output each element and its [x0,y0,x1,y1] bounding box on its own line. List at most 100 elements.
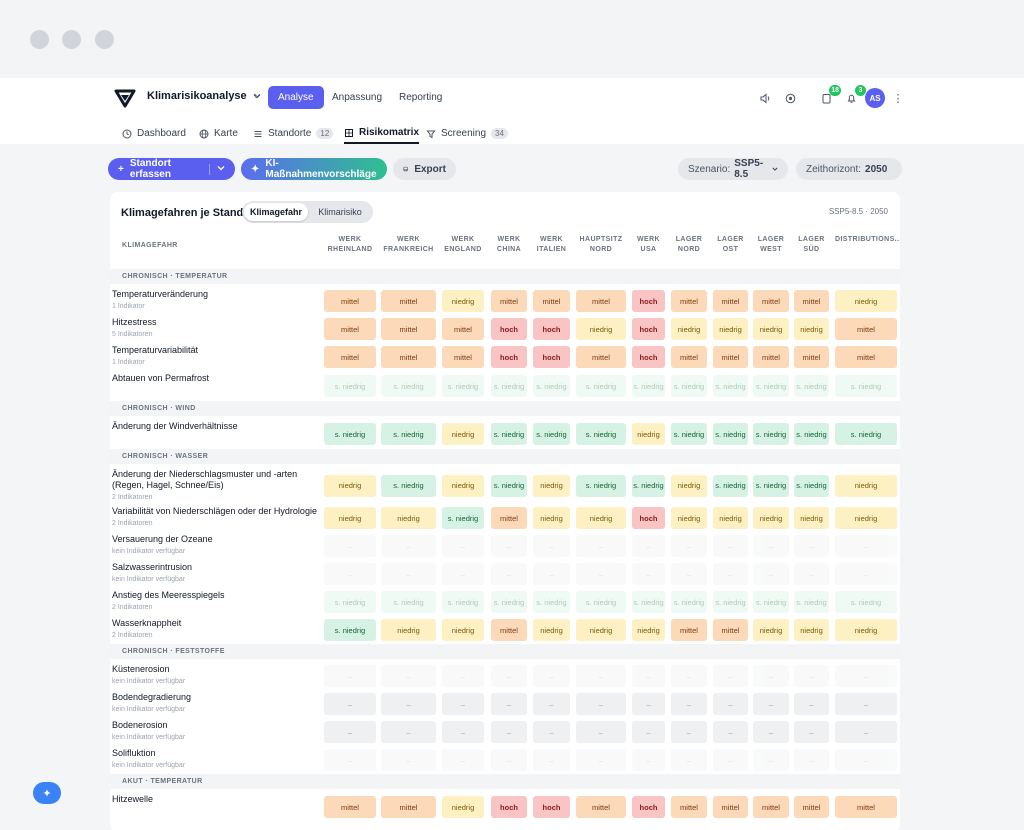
scenario-select[interactable]: Szenario: SSP5-8.5 [678,158,788,180]
risk-cell[interactable]: mittel [713,796,748,818]
risk-cell[interactable]: s. niedrig [442,375,484,397]
risk-cell[interactable]: – [442,749,484,771]
risk-cell[interactable]: – [533,563,570,585]
column-header[interactable]: WERK RHEINLAND [327,236,373,253]
risk-cell[interactable]: s. niedrig [324,423,376,445]
risk-cell[interactable]: s. niedrig [442,507,484,529]
risk-cell[interactable]: – [713,535,748,557]
speaker-icon[interactable] [756,89,774,107]
ai-suggestions-button[interactable]: ✦ KI-Maßnahmenvorschläge [241,158,387,180]
risk-cell[interactable]: – [713,749,748,771]
risk-cell[interactable]: – [533,693,570,715]
risk-cell[interactable]: niedrig [753,318,789,340]
risk-cell[interactable]: – [491,749,527,771]
risk-cell[interactable]: s. niedrig [491,423,527,445]
target-icon[interactable] [781,89,799,107]
column-header[interactable]: LAGER NORD [675,236,703,253]
risk-cell[interactable]: – [835,749,897,771]
table-row[interactable]: Bodendegradierung kein Indikator verfügba… [110,690,900,718]
risk-cell[interactable]: niedrig [381,507,436,529]
risk-cell[interactable]: mittel [576,796,626,818]
column-header[interactable]: LAGER WEST [757,236,785,253]
window-dot-maximize[interactable] [95,30,114,49]
documents-button[interactable]: 18 [817,85,841,107]
risk-cell[interactable]: mittel [442,346,484,368]
risk-cell[interactable]: niedrig [835,474,897,497]
column-header[interactable]: WERK ENGLAND [444,236,482,253]
table-row[interactable]: Bodenerosion kein Indikator verfügbar – – – –… [110,718,900,746]
risk-cell[interactable]: mittel [381,318,436,340]
risk-cell[interactable]: – [753,693,789,715]
risk-cell[interactable]: niedrig [632,619,665,641]
table-row[interactable]: Temperaturveränderung 1 Indikator mittel mi… [110,287,900,315]
risk-cell[interactable]: mittel [713,290,748,312]
assistant-button[interactable]: ✦ [33,782,61,804]
risk-cell[interactable]: mittel [442,318,484,340]
table-row[interactable]: Versauerung der Ozeane kein Indikator ver… [110,532,900,560]
risk-cell[interactable]: mittel [753,346,789,368]
risk-cell[interactable]: s. niedrig [442,591,484,613]
risk-cell[interactable]: s. niedrig [753,375,789,397]
column-header[interactable]: LAGER OST [717,236,744,253]
risk-cell[interactable]: s. niedrig [381,375,436,397]
risk-cell[interactable]: hoch [632,318,665,340]
table-row[interactable]: Abtauen von Permafrost s. niedrig s. niedr… [110,371,900,401]
risk-cell[interactable]: mittel [491,290,527,312]
risk-cell[interactable]: mittel [576,290,626,312]
risk-cell[interactable]: – [324,665,376,687]
risk-cell[interactable]: s. niedrig [632,375,665,397]
risk-cell[interactable]: – [442,535,484,557]
risk-cell[interactable]: – [324,535,376,557]
nav-reporting[interactable]: Reporting [389,86,452,109]
risk-cell[interactable]: – [671,693,707,715]
risk-cell[interactable]: mittel [835,346,897,368]
risk-cell[interactable]: s. niedrig [576,591,626,613]
risk-cell[interactable]: niedrig [576,619,626,641]
column-header[interactable]: DISTRIBUTIONS... [835,236,900,243]
risk-cell[interactable]: s. niedrig [576,423,626,445]
tab-dashboard[interactable]: Dashboard [122,123,186,144]
risk-cell[interactable]: niedrig [576,507,626,529]
risk-cell[interactable]: niedrig [442,474,484,497]
risk-cell[interactable]: – [491,535,527,557]
risk-cell[interactable]: niedrig [442,796,484,818]
risk-cell[interactable]: s. niedrig [324,375,376,397]
risk-cell[interactable]: s. niedrig [835,375,897,397]
risk-cell[interactable]: – [753,665,789,687]
risk-cell[interactable]: hoch [632,346,665,368]
risk-cell[interactable]: niedrig [713,318,748,340]
export-button[interactable]: Export [393,158,456,180]
risk-cell[interactable]: – [533,749,570,771]
risk-cell[interactable]: – [753,535,789,557]
risk-cell[interactable]: s. niedrig [794,423,829,445]
risk-cell[interactable]: hoch [491,796,527,818]
risk-cell[interactable]: s. niedrig [794,474,829,497]
risk-cell[interactable]: – [835,563,897,585]
risk-cell[interactable]: niedrig [533,474,570,497]
risk-cell[interactable]: mittel [835,318,897,340]
column-header[interactable]: WERK CHINA [496,236,522,253]
risk-cell[interactable]: – [533,535,570,557]
risk-cell[interactable]: niedrig [753,507,789,529]
risk-cell[interactable]: s. niedrig [794,591,829,613]
risk-cell[interactable]: s. niedrig [491,474,527,497]
risk-cell[interactable]: s. niedrig [533,423,570,445]
risk-cell[interactable]: mittel [671,796,707,818]
risk-cell[interactable]: – [835,535,897,557]
risk-cell[interactable]: s. niedrig [753,423,789,445]
project-switcher[interactable]: Klimarisikoanalyse [147,90,261,102]
risk-cell[interactable]: – [753,563,789,585]
avatar[interactable]: AS [865,88,885,108]
risk-cell[interactable]: mittel [533,290,570,312]
risk-cell[interactable]: mittel [491,507,527,529]
table-row[interactable]: Wasserknappheit 2 Indikatoren s. niedrig ni… [110,616,900,644]
risk-cell[interactable]: hoch [632,507,665,529]
table-row[interactable]: Temperaturvariabilität 1 Indikator mittel m… [110,343,900,371]
risk-cell[interactable]: – [835,721,897,743]
risk-cell[interactable]: s. niedrig [713,591,748,613]
risk-cell[interactable]: – [632,563,665,585]
risk-cell[interactable]: s. niedrig [491,591,527,613]
risk-cell[interactable]: – [381,721,436,743]
risk-cell[interactable]: hoch [533,318,570,340]
tab-screening[interactable]: Screening 34 [426,123,508,144]
